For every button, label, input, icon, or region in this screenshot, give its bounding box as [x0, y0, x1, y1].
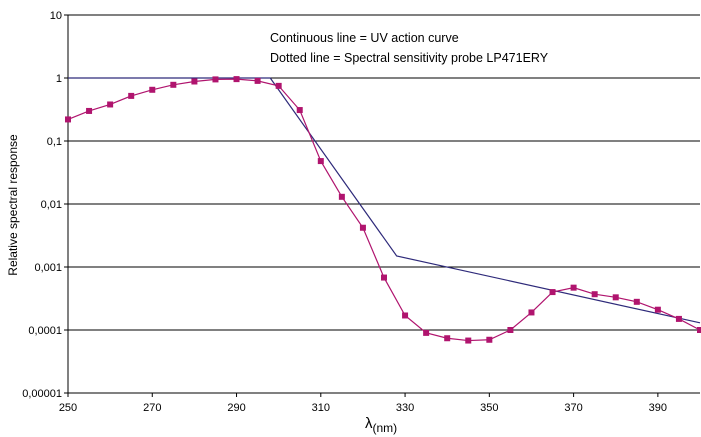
- series-layer: [65, 76, 701, 344]
- probe-sensitivity-point: [296, 107, 303, 114]
- probe-sensitivity-point: [128, 92, 135, 99]
- x-tick-label: 350: [480, 402, 498, 414]
- probe-sensitivity-point: [212, 76, 219, 83]
- probe-sensitivity-point: [675, 315, 682, 322]
- probe-sensitivity-point: [233, 76, 240, 83]
- x-tick-label: 250: [59, 402, 77, 414]
- probe-sensitivity-point: [528, 309, 535, 316]
- probe-sensitivity-point: [570, 284, 577, 291]
- probe-sensitivity-point: [633, 298, 640, 305]
- probe-sensitivity-point: [465, 337, 472, 344]
- annotation-continuous-line: Continuous line = UV action curve: [270, 31, 459, 45]
- x-tick-label: 310: [312, 402, 330, 414]
- y-tick-label: 0,0001: [28, 325, 62, 337]
- probe-sensitivity-point: [275, 82, 282, 89]
- probe-sensitivity-point: [149, 86, 156, 93]
- probe-sensitivity-point: [191, 78, 198, 85]
- probe-sensitivity-point: [359, 224, 366, 231]
- probe-sensitivity-point: [317, 158, 324, 165]
- annotation-dotted-line: Dotted line = Spectral sensitivity probe…: [270, 51, 549, 65]
- probe-sensitivity-point: [254, 77, 261, 84]
- probe-sensitivity-point: [107, 101, 114, 108]
- y-axis-label: Relative spectral response: [6, 134, 20, 276]
- probe-sensitivity-point: [381, 274, 387, 281]
- y-tick-label: 10: [50, 10, 62, 22]
- probe-sensitivity-point: [65, 116, 71, 123]
- x-tick-labels: 250 270 290 310 330 350 370 390: [59, 393, 667, 414]
- gridlines: [68, 14, 700, 394]
- probe-sensitivity-point: [654, 306, 661, 313]
- x-axis-label-lambda: λ: [365, 415, 373, 432]
- x-tick-label: 370: [564, 402, 582, 414]
- x-axis-label-unit: (nm): [373, 421, 398, 435]
- y-tick-label: 0,1: [47, 136, 62, 148]
- probe-sensitivity-point: [507, 327, 514, 333]
- y-tick-label: 0,001: [34, 262, 62, 274]
- y-tick-label: 0,00001: [22, 388, 62, 400]
- probe-sensitivity-point: [170, 81, 177, 88]
- probe-sensitivity-point: [338, 193, 345, 200]
- x-tick-label: 330: [396, 402, 414, 414]
- uv-action-curve-line: [68, 77, 701, 324]
- probe-sensitivity-point: [612, 294, 619, 301]
- x-tick-label: 290: [227, 402, 245, 414]
- x-axis-label: λ(nm): [365, 415, 397, 435]
- probe-sensitivity-point: [444, 335, 451, 342]
- y-tick-label: 0,01: [41, 199, 62, 211]
- y-tick-labels: 0,00001 0,0001 0,001 0,01 0,1 1 10: [22, 10, 68, 400]
- y-tick-label: 1: [56, 73, 62, 85]
- x-tick-label: 270: [143, 402, 161, 414]
- probe-sensitivity-point: [697, 327, 701, 333]
- probe-sensitivity-point: [86, 107, 93, 114]
- probe-sensitivity-point: [423, 329, 430, 336]
- probe-sensitivity-point: [402, 312, 409, 319]
- probe-sensitivity-point: [591, 291, 598, 298]
- x-tick-label: 390: [649, 402, 667, 414]
- probe-sensitivity-point: [486, 336, 493, 343]
- probe-sensitivity-point: [549, 289, 556, 296]
